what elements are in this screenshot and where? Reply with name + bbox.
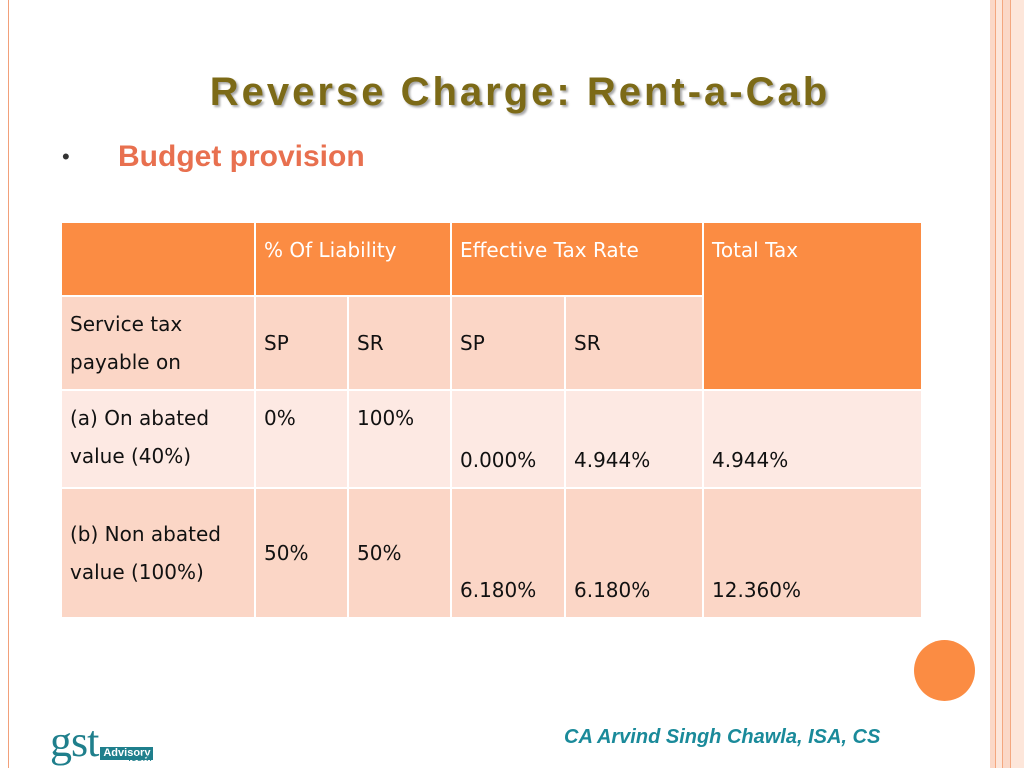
author-credit: CA Arvind Singh Chawla, ISA, CS [564, 726, 881, 748]
logo-main-text: gst [50, 717, 99, 766]
row-label: (a) On abated value (40%) [60, 389, 256, 489]
row-effective-sp: 0.000% [450, 389, 566, 489]
table-header-row: % Of Liability Effective Tax Rate Total … [60, 221, 924, 391]
bullet-text: Budget provision [118, 140, 365, 173]
row-effective-sr: 4.944% [563, 389, 705, 489]
row-total-tax: 12.360% [702, 487, 924, 619]
logo-tld-text: .com [128, 752, 152, 764]
row-liability-sp: 50% [254, 487, 349, 619]
row-liability-sp: 0% [254, 389, 349, 489]
logo-sub: Advisory [100, 747, 154, 760]
header-total-tax: Total Tax [702, 221, 924, 391]
decorative-circle [914, 640, 975, 701]
bullet-item: • Budget provision [62, 140, 365, 174]
header-blank-cell [60, 221, 256, 297]
subheader-liability-sp: SP [254, 295, 349, 391]
subheader-liability-sr: SR [347, 295, 452, 391]
slide-right-stripes [990, 0, 1024, 768]
row-label: (b) Non abated value (100%) [60, 487, 256, 619]
table-row: (b) Non abated value (100%) 50% 50% 6.18… [60, 487, 924, 619]
row-liability-sr: 100% [347, 389, 452, 489]
header-liability: % Of Liability [254, 221, 452, 297]
row-total-tax: 4.944% [702, 389, 924, 489]
row-effective-sr: 6.180% [563, 487, 705, 619]
subheader-effective-sr: SR [563, 295, 705, 391]
table-subheader-row: Service tax payable on SP SR SP SR [60, 295, 922, 391]
bullet-icon: • [62, 144, 70, 169]
row-liability-sr: 50% [347, 487, 452, 619]
tax-table: % Of Liability Effective Tax Rate Total … [60, 221, 924, 619]
subheader-label: Service tax payable on [60, 295, 256, 391]
subheader-effective-sp: SP [450, 295, 566, 391]
gst-advisory-logo: gst Advisory .com [50, 717, 154, 766]
slide-left-border [0, 0, 9, 768]
slide-title: Reverse Charge: Rent-a-Cab [209, 70, 831, 114]
row-effective-sp: 6.180% [450, 487, 566, 619]
table-row: (a) On abated value (40%) 0% 100% 0.000%… [60, 389, 924, 489]
logo-sub-text: Advisory [100, 747, 154, 760]
header-effective-rate: Effective Tax Rate [449, 221, 705, 297]
